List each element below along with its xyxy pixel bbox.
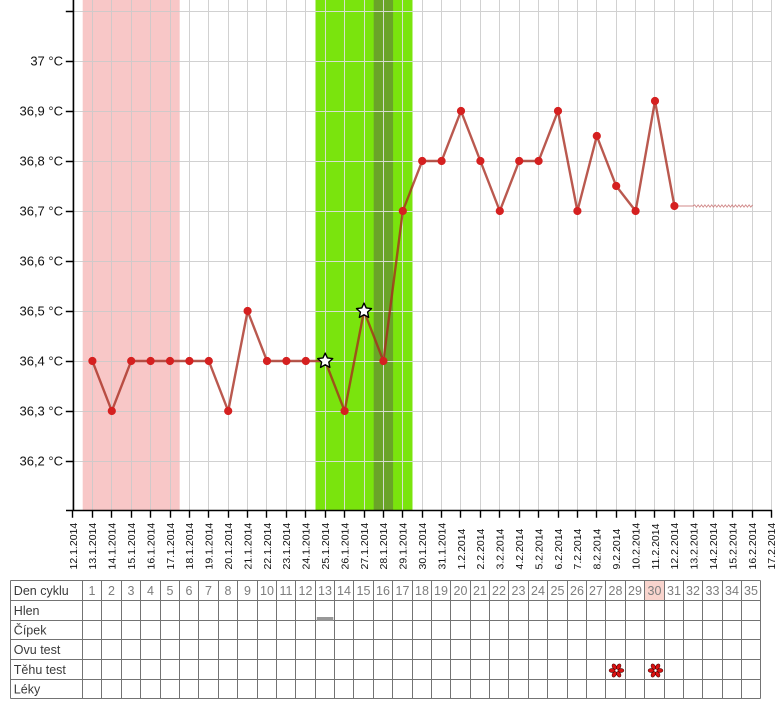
svg-text:36,2 °C: 36,2 °C (19, 454, 63, 469)
svg-text:9: 9 (244, 584, 251, 598)
svg-text:2.2.2014: 2.2.2014 (475, 528, 487, 569)
svg-text:2: 2 (108, 584, 115, 598)
svg-text:Těhu test: Těhu test (14, 663, 67, 677)
svg-text:4.2.2014: 4.2.2014 (514, 528, 526, 569)
svg-text:36,3 °C: 36,3 °C (19, 404, 63, 419)
svg-text:Čípek: Čípek (14, 623, 47, 638)
svg-text:36,5 °C: 36,5 °C (19, 304, 63, 319)
svg-text:8.2.2014: 8.2.2014 (592, 528, 604, 569)
svg-text:30: 30 (648, 584, 662, 598)
svg-text:14.2.2014: 14.2.2014 (708, 523, 720, 570)
svg-text:5: 5 (167, 584, 174, 598)
svg-text:22: 22 (492, 584, 506, 598)
svg-text:3: 3 (128, 584, 135, 598)
svg-text:20.1.2014: 20.1.2014 (223, 523, 235, 570)
svg-text:3.2.2014: 3.2.2014 (495, 528, 507, 569)
svg-text:16: 16 (376, 584, 390, 598)
svg-text:16.1.2014: 16.1.2014 (145, 523, 157, 570)
svg-text:14: 14 (337, 584, 351, 598)
svg-text:9.2.2014: 9.2.2014 (611, 528, 623, 569)
svg-text:6: 6 (186, 584, 193, 598)
svg-text:7.2.2014: 7.2.2014 (572, 528, 584, 569)
svg-text:19: 19 (434, 584, 448, 598)
svg-text:13.2.2014: 13.2.2014 (689, 523, 701, 570)
svg-text:6.2.2014: 6.2.2014 (553, 528, 565, 569)
svg-text:24.1.2014: 24.1.2014 (301, 523, 313, 570)
svg-text:18.1.2014: 18.1.2014 (184, 523, 196, 570)
svg-text:27.1.2014: 27.1.2014 (359, 523, 371, 570)
svg-text:31.1.2014: 31.1.2014 (436, 523, 448, 570)
svg-text:25: 25 (551, 584, 565, 598)
svg-text:18: 18 (415, 584, 429, 598)
svg-text:Hlen: Hlen (14, 604, 40, 618)
svg-text:11: 11 (280, 584, 293, 598)
svg-text:22.1.2014: 22.1.2014 (262, 523, 274, 570)
svg-text:29.1.2014: 29.1.2014 (398, 523, 410, 570)
svg-text:15: 15 (357, 584, 371, 598)
svg-text:17.2.2014: 17.2.2014 (766, 523, 778, 570)
svg-text:33: 33 (706, 584, 720, 598)
svg-text:8: 8 (225, 584, 232, 598)
svg-text:14.1.2014: 14.1.2014 (107, 523, 119, 570)
svg-text:12: 12 (299, 584, 313, 598)
svg-text:10: 10 (260, 584, 274, 598)
svg-text:10.2.2014: 10.2.2014 (630, 523, 642, 570)
svg-text:31: 31 (667, 584, 681, 598)
svg-text:25.1.2014: 25.1.2014 (320, 523, 332, 570)
svg-text:21.1.2014: 21.1.2014 (242, 523, 254, 570)
svg-text:16.2.2014: 16.2.2014 (747, 523, 759, 570)
svg-text:11.2.2014: 11.2.2014 (650, 523, 662, 569)
svg-text:29: 29 (628, 584, 642, 598)
svg-text:13: 13 (318, 584, 332, 598)
svg-text:1: 1 (89, 584, 96, 598)
svg-text:17.1.2014: 17.1.2014 (165, 523, 177, 570)
svg-text:13.1.2014: 13.1.2014 (87, 523, 99, 570)
svg-text:36,8 °C: 36,8 °C (19, 154, 63, 169)
svg-text:5.2.2014: 5.2.2014 (533, 528, 545, 569)
svg-text:12.1.2014: 12.1.2014 (68, 523, 80, 570)
svg-text:Den cyklu: Den cyklu (14, 584, 69, 598)
svg-text:Ovu test: Ovu test (14, 643, 61, 657)
svg-text:19.1.2014: 19.1.2014 (204, 523, 216, 570)
svg-text:15.2.2014: 15.2.2014 (727, 523, 739, 570)
svg-text:12.2.2014: 12.2.2014 (669, 523, 681, 570)
svg-text:26: 26 (570, 584, 584, 598)
svg-text:37 °C: 37 °C (30, 54, 63, 69)
svg-text:28: 28 (609, 584, 623, 598)
svg-text:4: 4 (147, 584, 154, 598)
svg-text:26.1.2014: 26.1.2014 (339, 523, 351, 570)
svg-text:36,4 °C: 36,4 °C (19, 354, 63, 369)
svg-text:23.1.2014: 23.1.2014 (281, 523, 293, 570)
svg-text:27: 27 (589, 584, 603, 598)
svg-text:21: 21 (473, 584, 487, 598)
svg-text:34: 34 (725, 584, 739, 598)
svg-text:30.1.2014: 30.1.2014 (417, 523, 429, 570)
svg-text:Léky: Léky (14, 683, 41, 697)
svg-text:36,9 °C: 36,9 °C (19, 104, 63, 119)
svg-text:23: 23 (512, 584, 526, 598)
svg-text:15.1.2014: 15.1.2014 (126, 523, 138, 570)
svg-text:28.1.2014: 28.1.2014 (378, 523, 390, 570)
svg-text:36,6 °C: 36,6 °C (19, 254, 63, 269)
svg-text:17: 17 (396, 584, 410, 598)
svg-text:36,7 °C: 36,7 °C (19, 204, 63, 219)
svg-text:35: 35 (744, 584, 758, 598)
svg-text:1.2.2014: 1.2.2014 (456, 528, 468, 569)
svg-text:32: 32 (686, 584, 700, 598)
svg-text:20: 20 (454, 584, 468, 598)
svg-text:7: 7 (205, 584, 212, 598)
svg-text:24: 24 (531, 584, 545, 598)
